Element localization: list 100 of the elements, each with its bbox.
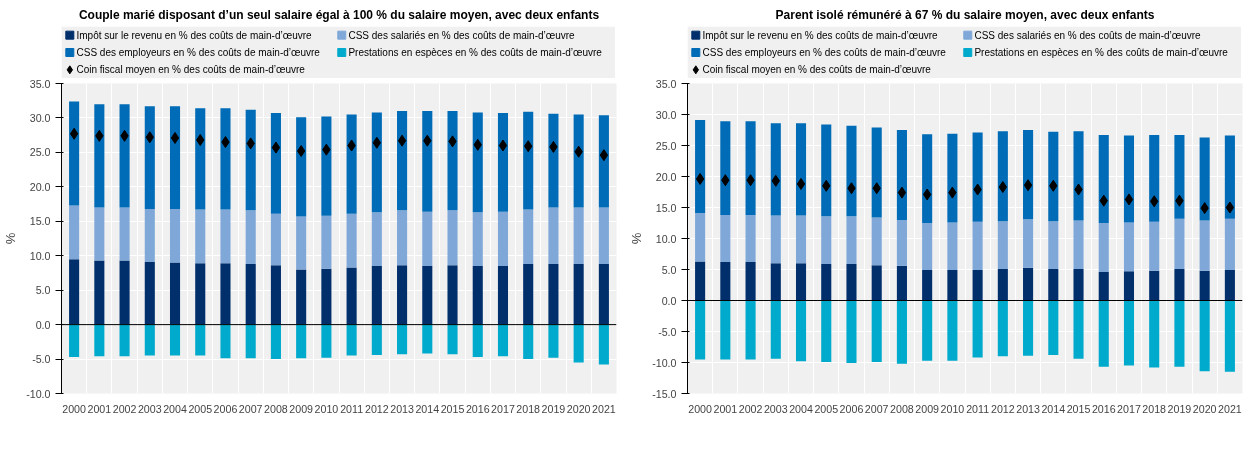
bar <box>472 212 483 267</box>
bar <box>745 214 756 263</box>
bar <box>1224 135 1235 219</box>
bar <box>548 113 559 208</box>
bar <box>422 324 433 354</box>
bar <box>144 261 155 325</box>
x-tick-label: 2017 <box>491 402 515 415</box>
bar <box>720 214 731 263</box>
bar <box>270 265 281 325</box>
bar <box>573 324 584 363</box>
bar <box>220 263 231 325</box>
bar <box>497 113 509 212</box>
bar <box>397 265 408 325</box>
bar <box>1199 270 1210 301</box>
bar <box>94 324 105 357</box>
bar <box>846 125 857 217</box>
bar <box>397 111 408 211</box>
bar <box>770 263 781 301</box>
bar <box>1023 300 1034 356</box>
legend-label: Impôt sur le revenu en % des coûts de main-d’œuvre <box>702 29 939 41</box>
y-tick-label: 0.0 <box>35 318 51 331</box>
y-tick-label: -10.0 <box>652 356 677 369</box>
bar <box>795 263 807 301</box>
x-tick-label: 2009 <box>915 402 940 415</box>
point <box>897 186 907 199</box>
bar <box>972 221 983 271</box>
bar <box>169 324 181 356</box>
bar <box>1098 271 1109 301</box>
bar <box>795 123 807 216</box>
x-tick-label: 2017 <box>1117 402 1141 415</box>
x-tick-label: 2011 <box>340 402 364 415</box>
bar <box>1098 223 1109 272</box>
x-tick-label: 2019 <box>541 402 566 415</box>
bar <box>69 324 80 357</box>
bar <box>69 259 80 325</box>
x-tick-label: 2013 <box>1016 402 1040 415</box>
bar <box>472 266 483 325</box>
bar <box>997 268 1008 301</box>
bar <box>296 117 307 217</box>
bar <box>846 216 857 264</box>
bar <box>497 266 509 325</box>
bar <box>1123 222 1135 272</box>
x-tick-label: 2003 <box>763 402 788 415</box>
x-tick-label: 2006 <box>213 402 238 415</box>
bar <box>1149 270 1160 301</box>
bar <box>119 104 130 208</box>
bar <box>720 121 731 215</box>
bar <box>1174 218 1185 269</box>
x-tick-label: 2002 <box>738 402 763 415</box>
bar <box>1048 268 1059 301</box>
y-tick-label: 35.0 <box>655 77 677 90</box>
bar <box>245 109 256 211</box>
y-tick-label: 15.0 <box>655 201 677 214</box>
bar <box>947 270 958 301</box>
bar <box>346 114 357 214</box>
bar <box>321 116 332 216</box>
bar <box>296 324 307 359</box>
x-tick-label: 2001 <box>713 402 738 415</box>
bar <box>472 324 483 357</box>
x-tick-label: 2016 <box>1091 402 1116 415</box>
bar <box>422 266 433 325</box>
bar <box>94 207 105 261</box>
bar <box>245 263 256 325</box>
bar <box>922 223 933 271</box>
bar <box>296 216 307 270</box>
legend-label: Prestations en espèces en % des coûts de main-d’œuvre <box>348 47 603 58</box>
bar <box>1073 131 1084 221</box>
bar <box>1149 134 1160 222</box>
bar <box>821 300 832 362</box>
bar <box>1123 300 1135 366</box>
legend-label: CSS des employeurs en % des coûts de main-d’œuvre <box>702 47 947 58</box>
bar <box>1224 300 1235 372</box>
bar <box>745 300 756 360</box>
bar <box>871 217 882 266</box>
bar <box>1048 131 1059 222</box>
x-tick-label: 2008 <box>890 402 914 415</box>
bar <box>397 210 408 266</box>
bar <box>1174 300 1185 367</box>
y-tick-label: -15.0 <box>652 387 677 400</box>
bar <box>346 213 357 268</box>
bar <box>695 120 706 214</box>
bar <box>573 207 584 264</box>
bar <box>871 265 882 301</box>
y-axis-title: % <box>629 232 645 245</box>
bar <box>422 111 433 212</box>
point <box>998 181 1008 194</box>
bar <box>346 324 357 356</box>
bar <box>447 210 458 266</box>
bar <box>821 263 832 301</box>
bar <box>346 267 357 325</box>
bar <box>1048 300 1059 356</box>
bar <box>321 215 332 269</box>
x-tick-label: 2004 <box>163 402 187 415</box>
x-tick-label: 2018 <box>1142 402 1167 415</box>
bar <box>220 209 231 264</box>
x-tick-label: 2015 <box>440 402 465 415</box>
x-tick-label: 2010 <box>314 402 339 415</box>
bar <box>296 269 307 325</box>
bar <box>1098 134 1109 223</box>
bar <box>795 215 807 264</box>
